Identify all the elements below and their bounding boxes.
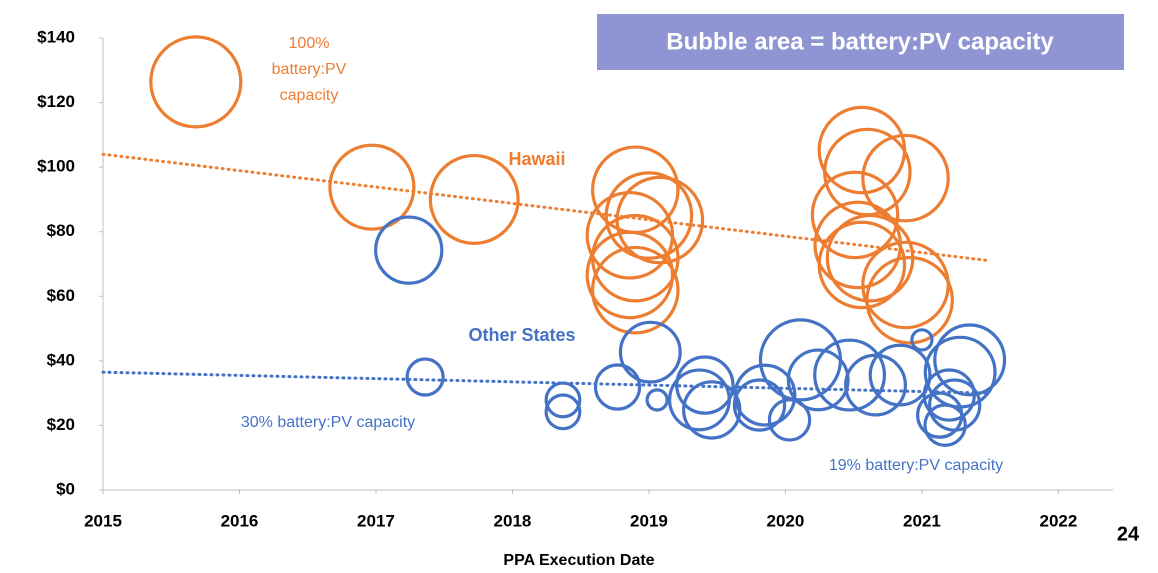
bubble xyxy=(868,343,932,407)
bubble xyxy=(328,143,416,231)
annotation: 19% battery:PV capacity xyxy=(829,457,1003,474)
x-tick-label: 2019 xyxy=(630,511,668,530)
bubble xyxy=(933,323,1007,397)
bubble xyxy=(593,363,642,411)
bubble xyxy=(861,133,950,223)
x-tick-label: 2018 xyxy=(494,511,532,530)
bubble xyxy=(544,393,582,431)
x-tick-label: 2022 xyxy=(1039,511,1077,530)
title-box xyxy=(597,14,1124,70)
y-tick-label: $100 xyxy=(37,157,75,176)
chart-title: Bubble area = battery:PV capacity xyxy=(666,28,1054,55)
annotation: Other States xyxy=(468,325,575,345)
annotation-line: 19% battery:PV capacity xyxy=(829,457,1003,474)
bubble xyxy=(405,357,445,397)
x-tick-label: 2017 xyxy=(357,511,395,530)
bubble xyxy=(923,335,997,409)
bubble xyxy=(428,153,520,245)
bubble xyxy=(618,320,682,384)
bubble xyxy=(675,355,735,415)
annotation-line: battery:PV xyxy=(272,61,347,78)
annotation: Hawaii xyxy=(508,149,565,169)
bubble xyxy=(810,170,900,260)
y-tick-label: $120 xyxy=(37,92,75,111)
annotation-line: 100% xyxy=(289,35,330,52)
bubble xyxy=(732,378,787,432)
bubble xyxy=(865,255,954,345)
annotation-line: Other States xyxy=(468,325,575,345)
x-tick-label: 2015 xyxy=(84,511,122,530)
bubble xyxy=(786,348,850,412)
y-tick-label: $60 xyxy=(47,286,75,305)
x-tick-label: 2020 xyxy=(767,511,805,530)
bubble xyxy=(813,338,887,412)
bubble xyxy=(645,388,669,412)
y-tick-label: $40 xyxy=(47,350,75,369)
bubble xyxy=(149,35,243,129)
bubble xyxy=(817,220,907,310)
x-tick-label: 2021 xyxy=(903,511,941,530)
bubble xyxy=(615,175,705,265)
y-tick-label: $140 xyxy=(37,27,75,46)
trendline xyxy=(101,152,992,263)
bubble xyxy=(604,171,694,260)
x-axis-label: PPA Execution Date xyxy=(503,552,654,569)
bubble xyxy=(928,378,982,432)
annotation: 100% battery:PV capacity xyxy=(272,35,347,104)
bubble xyxy=(591,245,680,335)
trendline xyxy=(101,370,992,395)
bubble xyxy=(544,381,582,419)
y-tick-label: $0 xyxy=(56,479,75,498)
annotation-line: capacity xyxy=(280,87,339,104)
annotation-line: Hawaii xyxy=(508,149,565,169)
annotation-line: 30% battery:PV capacity xyxy=(241,414,415,431)
x-tick-label: 2016 xyxy=(221,511,259,530)
y-tick-label: $80 xyxy=(47,221,75,240)
bubble xyxy=(844,353,907,417)
bubble xyxy=(733,363,797,427)
annotation: 30% battery:PV capacity xyxy=(241,414,415,431)
bubble xyxy=(374,215,444,285)
y-tick-label: $20 xyxy=(47,415,75,434)
page-number: 24 xyxy=(1117,523,1140,545)
bubble xyxy=(585,230,675,320)
bubble xyxy=(667,368,731,432)
bubble xyxy=(910,328,934,352)
